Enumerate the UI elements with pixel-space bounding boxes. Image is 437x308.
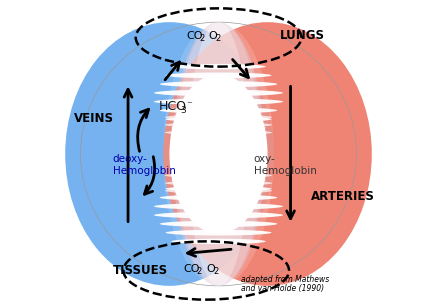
- Ellipse shape: [154, 90, 283, 96]
- Text: 2: 2: [213, 267, 218, 276]
- Text: VEINS: VEINS: [74, 112, 114, 125]
- Text: 2: 2: [196, 267, 201, 276]
- Ellipse shape: [154, 98, 283, 105]
- Text: LUNGS: LUNGS: [280, 30, 325, 43]
- Text: CO: CO: [183, 264, 200, 274]
- Ellipse shape: [163, 22, 274, 286]
- Text: 2: 2: [199, 34, 205, 43]
- Text: O: O: [206, 264, 215, 274]
- Ellipse shape: [176, 22, 261, 286]
- Ellipse shape: [188, 22, 249, 286]
- Ellipse shape: [166, 186, 271, 192]
- Ellipse shape: [165, 130, 272, 135]
- Ellipse shape: [173, 77, 264, 231]
- Ellipse shape: [166, 230, 271, 236]
- Text: Hemoglobin: Hemoglobin: [254, 166, 317, 176]
- Text: Hemoglobin: Hemoglobin: [113, 166, 176, 176]
- Text: adapted from Mathews: adapted from Mathews: [242, 275, 330, 284]
- Text: 2: 2: [215, 34, 221, 43]
- Text: HCO: HCO: [159, 100, 187, 113]
- Ellipse shape: [160, 221, 277, 227]
- Text: oxy-: oxy-: [254, 154, 276, 164]
- Ellipse shape: [165, 122, 272, 128]
- Text: CO: CO: [186, 31, 203, 41]
- Ellipse shape: [160, 194, 277, 201]
- Text: ⁻: ⁻: [186, 100, 192, 110]
- Ellipse shape: [160, 81, 277, 87]
- Ellipse shape: [154, 203, 283, 210]
- Ellipse shape: [171, 177, 266, 183]
- Ellipse shape: [163, 22, 372, 286]
- Ellipse shape: [65, 22, 274, 286]
- Text: and van Holde (1990): and van Holde (1990): [242, 284, 325, 293]
- Ellipse shape: [165, 115, 272, 120]
- Ellipse shape: [166, 72, 271, 78]
- Ellipse shape: [171, 239, 266, 244]
- Ellipse shape: [165, 188, 272, 193]
- Text: O: O: [209, 31, 218, 41]
- Ellipse shape: [154, 212, 283, 218]
- Text: deoxy-: deoxy-: [113, 154, 148, 164]
- Ellipse shape: [165, 173, 272, 178]
- Ellipse shape: [165, 180, 272, 186]
- Text: 3: 3: [180, 106, 186, 115]
- Ellipse shape: [173, 22, 264, 286]
- Text: TISSUES: TISSUES: [113, 264, 168, 277]
- Ellipse shape: [171, 125, 266, 131]
- Ellipse shape: [171, 64, 266, 69]
- Ellipse shape: [160, 107, 277, 114]
- Text: ARTERIES: ARTERIES: [310, 190, 375, 203]
- Ellipse shape: [166, 116, 271, 122]
- Ellipse shape: [170, 74, 267, 234]
